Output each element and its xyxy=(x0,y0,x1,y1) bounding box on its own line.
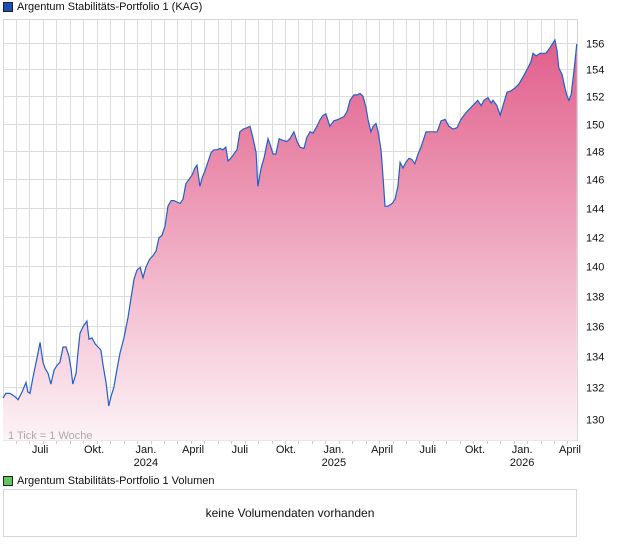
y-tick-label: 134 xyxy=(586,352,604,364)
x-tick-label: Juli xyxy=(420,444,437,456)
x-tick-label: Juli xyxy=(32,444,49,456)
y-tick-label: 142 xyxy=(586,233,604,245)
price-area-fill xyxy=(3,40,577,441)
price-chart: 130 132 134 136 138 140 142 144 146 148 150 152 154 1… xyxy=(2,19,604,469)
price-legend-swatch xyxy=(3,1,13,12)
no-volume-message: keine Volumendaten vorhanden xyxy=(205,506,375,520)
x-tick-label: April xyxy=(371,444,393,456)
x-tick-year: 2024 xyxy=(134,457,158,469)
x-tick-label: April xyxy=(182,444,204,456)
y-tick-label: 144 xyxy=(586,204,604,216)
y-tick-label: 138 xyxy=(586,292,604,304)
x-tick-label: Okt. xyxy=(276,444,296,456)
y-tick-label: 154 xyxy=(586,65,604,77)
x-tick-year: 2025 xyxy=(322,457,346,469)
y-tick-label: 156 xyxy=(586,39,604,51)
price-legend-label: Argentum Stabilitäts-Portfolio 1 (KAG) xyxy=(17,0,203,13)
y-tick-label: 146 xyxy=(586,175,604,187)
volume-legend: Argentum Stabilitäts-Portfolio 1 Volumen xyxy=(3,474,215,487)
price-line xyxy=(2,38,578,407)
x-tick-label: Jan. xyxy=(323,444,344,456)
price-legend: Argentum Stabilitäts-Portfolio 1 (KAG) xyxy=(3,0,202,13)
x-tick-label: Juli xyxy=(232,444,249,456)
x-tick-label: Jan. xyxy=(512,444,533,456)
x-tick-label: Jan. xyxy=(136,444,157,456)
y-tick-label: 132 xyxy=(586,383,604,395)
y-tick-label: 136 xyxy=(586,322,604,334)
volume-panel: keine Volumendaten vorhanden xyxy=(3,489,577,537)
y-tick-label: 148 xyxy=(586,147,604,159)
x-tick-label: Okt. xyxy=(465,444,485,456)
x-tick-label: April xyxy=(559,444,581,456)
volume-legend-label: Argentum Stabilitäts-Portfolio 1 Volumen xyxy=(17,474,215,487)
y-tick-label: 130 xyxy=(586,415,604,427)
x-tick-label: Okt. xyxy=(84,444,104,456)
volume-legend-swatch xyxy=(3,475,13,486)
x-tick-year: 2026 xyxy=(510,457,534,469)
y-tick-label: 150 xyxy=(586,120,604,132)
y-tick-label: 152 xyxy=(586,92,604,104)
y-tick-label: 140 xyxy=(586,262,604,274)
tick-note: 1 Tick = 1 Woche xyxy=(8,430,92,442)
